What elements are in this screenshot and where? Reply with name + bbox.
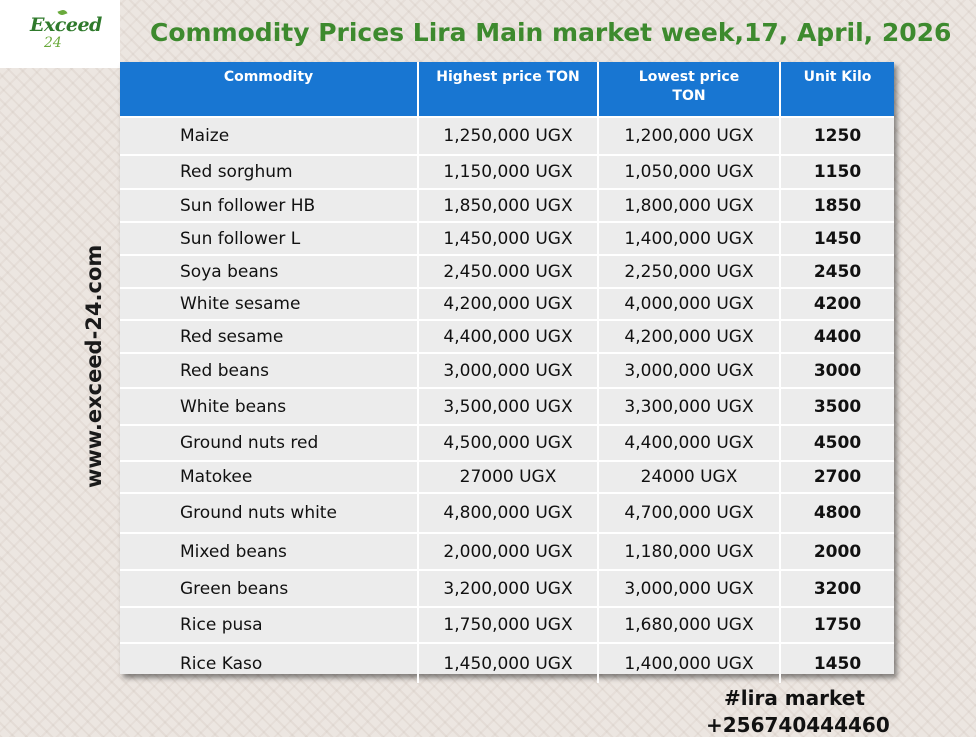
- table-row: Sun follower HB 1,850,000 UGX 1,800,000 UG…: [120, 188, 894, 222]
- price-table: Commodity Highest price TON Lowest price…: [120, 62, 894, 683]
- lowest-price-cell: 4,700,000 UGX: [598, 492, 781, 533]
- highest-price-cell: 4,800,000 UGX: [418, 492, 599, 533]
- highest-price-cell: 27000 UGX: [418, 460, 599, 493]
- table-header-row: Commodity Highest price TON Lowest price…: [120, 62, 894, 117]
- unit-kilo-cell: 1250: [780, 116, 894, 155]
- lowest-price-cell: 2,250,000 UGX: [598, 254, 781, 288]
- unit-kilo-cell: 2450: [780, 254, 894, 288]
- footer-phone: +256740444460: [706, 713, 890, 737]
- highest-price-cell: 1,250,000 UGX: [418, 116, 599, 155]
- table-row: White beans 3,500,000 UGX 3,300,000 UGX 350…: [120, 387, 894, 425]
- table-row: Sun follower L 1,450,000 UGX 1,400,000 UGX…: [120, 221, 894, 255]
- commodity-name-cell: White beans: [120, 387, 419, 425]
- side-url: www.exceed-24.com: [82, 244, 106, 488]
- commodity-name-cell: Maize: [120, 116, 419, 155]
- header-highest-price: Highest price TON: [418, 62, 599, 117]
- highest-price-cell: 3,200,000 UGX: [418, 569, 599, 607]
- table-row: Matokee 27000 UGX 24000 UGX 2700: [120, 460, 894, 493]
- lowest-price-cell: 1,400,000 UGX: [598, 221, 781, 255]
- lowest-price-cell: 3,000,000 UGX: [598, 352, 781, 388]
- highest-price-cell: 1,850,000 UGX: [418, 188, 599, 222]
- page-title: Commodity Prices Lira Main market week,1…: [150, 18, 952, 47]
- unit-kilo-cell: 3000: [780, 352, 894, 388]
- lowest-price-cell: 1,800,000 UGX: [598, 188, 781, 222]
- footer-hashtag: #lira market: [724, 686, 865, 710]
- lowest-price-cell: 1,180,000 UGX: [598, 532, 781, 570]
- lowest-price-cell: 3,300,000 UGX: [598, 387, 781, 425]
- unit-kilo-cell: 1450: [780, 642, 894, 683]
- commodity-name-cell: Rice pusa: [120, 606, 419, 643]
- logo: Exceed 24: [0, 0, 120, 68]
- table-row: White sesame 4,200,000 UGX 4,000,000 UGX 42…: [120, 287, 894, 320]
- commodity-name-cell: Red beans: [120, 352, 419, 388]
- table-row: Soya beans 2,450.000 UGX 2,250,000 UGX 2450: [120, 254, 894, 288]
- table-row: Ground nuts red 4,500,000 UGX 4,400,000 UG…: [120, 424, 894, 461]
- commodity-name-cell: Rice Kaso: [120, 642, 419, 683]
- logo-brand: Exceed: [30, 14, 102, 36]
- table-row: Red sorghum 1,150,000 UGX 1,050,000 UGX 115…: [120, 154, 894, 189]
- logo-sub: 24: [44, 35, 62, 51]
- unit-kilo-cell: 1750: [780, 606, 894, 643]
- table-row: Rice Kaso 1,450,000 UGX 1,400,000 UGX 1450: [120, 642, 894, 683]
- unit-kilo-cell: 2000: [780, 532, 894, 570]
- header-lowest-price: Lowest price TON: [598, 62, 781, 117]
- commodity-name-cell: Ground nuts red: [120, 424, 419, 461]
- commodity-name-cell: Green beans: [120, 569, 419, 607]
- highest-price-cell: 1,450,000 UGX: [418, 221, 599, 255]
- unit-kilo-cell: 4200: [780, 287, 894, 320]
- highest-price-cell: 1,450,000 UGX: [418, 642, 599, 683]
- unit-kilo-cell: 4500: [780, 424, 894, 461]
- lowest-price-cell: 1,680,000 UGX: [598, 606, 781, 643]
- lowest-price-cell: 4,400,000 UGX: [598, 424, 781, 461]
- commodity-name-cell: Soya beans: [120, 254, 419, 288]
- table-row: Red beans 3,000,000 UGX 3,000,000 UGX 3000: [120, 352, 894, 388]
- commodity-name-cell: Red sorghum: [120, 154, 419, 189]
- price-table-container: Commodity Highest price TON Lowest price…: [120, 62, 894, 683]
- highest-price-cell: 2,000,000 UGX: [418, 532, 599, 570]
- lowest-price-cell: 1,400,000 UGX: [598, 642, 781, 683]
- unit-kilo-cell: 1150: [780, 154, 894, 189]
- lowest-price-cell: 4,000,000 UGX: [598, 287, 781, 320]
- table-row: Mixed beans 2,000,000 UGX 1,180,000 UGX 200…: [120, 532, 894, 570]
- commodity-name-cell: Sun follower L: [120, 221, 419, 255]
- unit-kilo-cell: 4800: [780, 492, 894, 533]
- lowest-price-cell: 24000 UGX: [598, 460, 781, 493]
- commodity-name-cell: Mixed beans: [120, 532, 419, 570]
- commodity-name-cell: Matokee: [120, 460, 419, 493]
- highest-price-cell: 4,200,000 UGX: [418, 287, 599, 320]
- commodity-name-cell: Ground nuts white: [120, 492, 419, 533]
- highest-price-cell: 1,150,000 UGX: [418, 154, 599, 189]
- highest-price-cell: 1,750,000 UGX: [418, 606, 599, 643]
- table-row: Ground nuts white 4,800,000 UGX 4,700,000 …: [120, 492, 894, 533]
- unit-kilo-cell: 2700: [780, 460, 894, 493]
- header-commodity: Commodity: [120, 62, 419, 117]
- table-row: Rice pusa 1,750,000 UGX 1,680,000 UGX 1750: [120, 606, 894, 643]
- table-row: Green beans 3,200,000 UGX 3,000,000 UGX 320…: [120, 569, 894, 607]
- lowest-price-cell: 4,200,000 UGX: [598, 319, 781, 353]
- commodity-name-cell: Red sesame: [120, 319, 419, 353]
- table-row: Maize 1,250,000 UGX 1,200,000 UGX 1250: [120, 116, 894, 155]
- highest-price-cell: 4,500,000 UGX: [418, 424, 599, 461]
- commodity-name-cell: White sesame: [120, 287, 419, 320]
- header-unit-kilo: Unit Kilo: [780, 62, 894, 117]
- table-row: Red sesame 4,400,000 UGX 4,200,000 UGX 4400: [120, 319, 894, 353]
- highest-price-cell: 3,500,000 UGX: [418, 387, 599, 425]
- highest-price-cell: 4,400,000 UGX: [418, 319, 599, 353]
- lowest-price-cell: 3,000,000 UGX: [598, 569, 781, 607]
- lowest-price-cell: 1,050,000 UGX: [598, 154, 781, 189]
- lowest-price-cell: 1,200,000 UGX: [598, 116, 781, 155]
- commodity-name-cell: Sun follower HB: [120, 188, 419, 222]
- unit-kilo-cell: 3200: [780, 569, 894, 607]
- highest-price-cell: 3,000,000 UGX: [418, 352, 599, 388]
- unit-kilo-cell: 1450: [780, 221, 894, 255]
- unit-kilo-cell: 3500: [780, 387, 894, 425]
- highest-price-cell: 2,450.000 UGX: [418, 254, 599, 288]
- unit-kilo-cell: 4400: [780, 319, 894, 353]
- unit-kilo-cell: 1850: [780, 188, 894, 222]
